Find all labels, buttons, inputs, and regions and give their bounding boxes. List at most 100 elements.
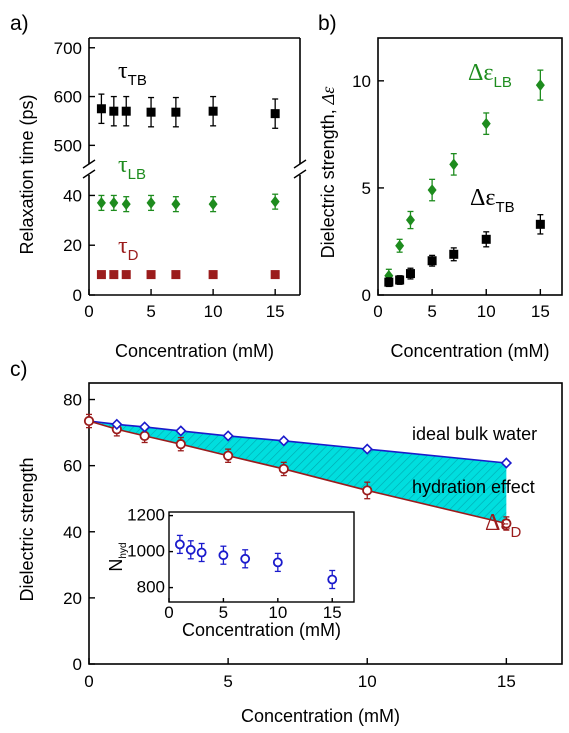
data-point: [146, 107, 156, 117]
x-tick-label: 0: [84, 672, 93, 691]
data-point: [278, 435, 290, 447]
series-TB: [384, 214, 545, 288]
data-point: [270, 109, 280, 119]
inset-data-point: [174, 539, 185, 550]
data-point: [146, 270, 156, 280]
inset-chart: 0 5 10 15 800 1000 1200 Concentration (mM) Nhyd: [106, 506, 355, 640]
y-tick-label: 60: [63, 457, 82, 476]
x-tick-label: 0: [84, 302, 93, 321]
inset-data-point: [196, 547, 207, 558]
y-tick-label: 40: [63, 186, 82, 205]
panel-label: a): [10, 12, 29, 35]
panel-b: 0 5 10 15 0 5 10 Concentration (mM) Dielectric s…: [318, 12, 563, 361]
data-point: [208, 270, 218, 280]
y-tick-label: 10: [352, 72, 371, 91]
x-tick-label: 5: [427, 302, 436, 321]
inset-y-tick-label: 800: [137, 578, 165, 597]
x-tick-label: 10: [477, 302, 496, 321]
series-delta-epsilon-d: [83, 413, 512, 531]
data-point: [109, 270, 119, 280]
axis-break-mark: [82, 159, 96, 169]
inset-data-point: [218, 550, 229, 561]
data-point: [427, 256, 437, 266]
inset-x-tick-label: 10: [268, 603, 287, 622]
data-point: [384, 277, 394, 287]
data-point: [535, 79, 545, 91]
x-axis-label: Concentration (mM): [115, 341, 274, 361]
inset-x-tick-label: 5: [219, 603, 228, 622]
data-point: [361, 443, 373, 455]
y-tick-label: 20: [63, 589, 82, 608]
data-point: [481, 234, 491, 244]
data-point: [175, 439, 186, 450]
data-point: [384, 269, 394, 282]
plot-frame: [377, 37, 563, 296]
y-tick-label: 20: [63, 236, 82, 255]
axis-break-mark: [293, 159, 307, 169]
series-TB: [96, 93, 280, 129]
data-point: [121, 198, 131, 211]
panel-label: c): [10, 358, 28, 381]
data-point: [171, 107, 181, 117]
data-point: [222, 430, 234, 442]
y-tick-label: 0: [73, 286, 82, 305]
data-point: [278, 463, 289, 475]
panel-label: b): [318, 12, 337, 35]
inset-data-point: [240, 553, 251, 564]
series-label-de-d: ΔεD: [485, 510, 522, 541]
data-point: [171, 270, 181, 280]
x-tick-label: 5: [146, 302, 155, 321]
panel-c: 0 5 10 15 0 20 40 60 80 Concentration (mM) Dielect…: [10, 358, 563, 726]
series-label-de-tb: ΔεTB: [470, 185, 515, 216]
data-point: [362, 485, 373, 496]
data-point: [405, 214, 415, 226]
series-D: [96, 270, 280, 280]
series-LB: [384, 69, 545, 283]
x-tick-label: 15: [497, 672, 516, 691]
plot-frame: [88, 382, 563, 665]
data-point: [109, 197, 119, 209]
data-point: [270, 270, 280, 280]
series-LB: [96, 193, 280, 213]
x-tick-label: 10: [204, 302, 223, 321]
y-tick-label: 40: [63, 523, 82, 542]
series-ideal-bulk-water: [111, 418, 513, 469]
inset-data-point: [327, 574, 338, 585]
x-tick-label: 5: [223, 672, 232, 691]
data-point: [449, 249, 459, 259]
data-point: [501, 518, 512, 529]
data-point: [96, 197, 106, 209]
data-point: [427, 184, 437, 196]
inset-y-tick-label: 1000: [127, 542, 165, 561]
data-point: [171, 198, 181, 211]
y-tick-label: 500: [54, 136, 82, 155]
inset-y-tick-label: 1200: [127, 506, 165, 525]
data-point: [146, 197, 156, 209]
x-axis-label: Concentration (mM): [390, 341, 549, 361]
x-tick-label: 15: [266, 302, 285, 321]
data-point: [208, 198, 218, 211]
data-point: [96, 270, 106, 280]
axis-break-mark: [82, 169, 96, 179]
x-axis-label: Concentration (mM): [241, 706, 400, 726]
data-point: [395, 239, 405, 252]
x-tick-label: 10: [358, 672, 377, 691]
y-axis-label: Relaxation time (ps): [17, 94, 37, 254]
x-tick-label: 0: [373, 302, 382, 321]
data-point: [481, 117, 491, 130]
y-tick-label: 5: [362, 179, 371, 198]
data-point: [208, 106, 218, 116]
y-tick-label: 700: [54, 39, 82, 58]
data-point: [83, 415, 95, 427]
inset-frame: [168, 511, 355, 603]
x-tick-label: 15: [531, 302, 550, 321]
data-point: [139, 430, 150, 441]
y-axis-label: Dielectric strength: [17, 457, 37, 601]
inset-x-tick-label: 15: [323, 603, 342, 622]
data-point: [405, 269, 415, 279]
series-label-de-lb: ΔεLB: [468, 60, 512, 91]
y-axis-label: Dielectric strength, Δε: [318, 86, 338, 259]
series-label-tau-d: τD: [118, 233, 139, 264]
data-point: [395, 275, 405, 285]
